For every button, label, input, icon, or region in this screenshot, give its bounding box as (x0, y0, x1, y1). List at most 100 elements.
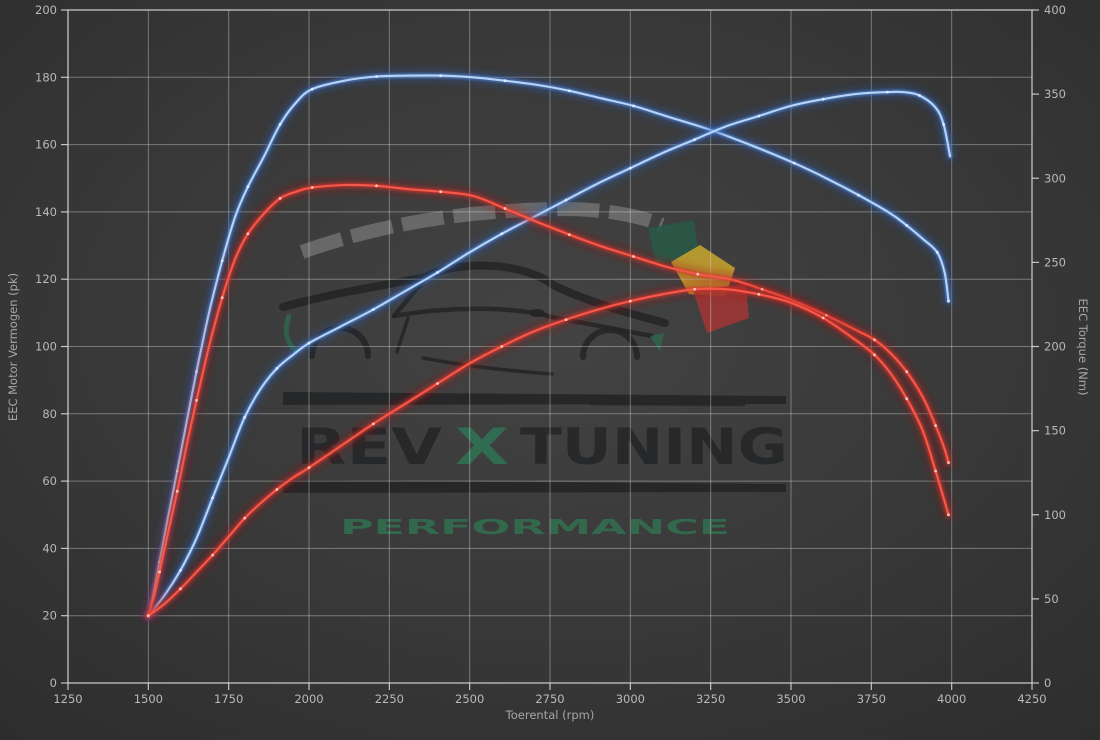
data-point-marker (243, 516, 247, 520)
data-point-marker (918, 94, 921, 97)
x-tick-label: 3500 (776, 692, 805, 706)
x-axis-title: Toerental (rpm) (505, 708, 595, 722)
x-tick-label: 1250 (53, 692, 82, 706)
data-point-marker (503, 79, 507, 83)
left-tick-label: 60 (42, 474, 57, 488)
data-point-marker (696, 272, 700, 276)
data-point-marker (195, 370, 198, 374)
data-point-marker (757, 292, 761, 296)
data-point-marker (628, 166, 632, 170)
data-point-marker (220, 296, 224, 300)
data-point-marker (375, 184, 378, 188)
x-tick-label: 1500 (134, 692, 163, 706)
right-tick-label: 200 (1044, 340, 1066, 354)
data-point-marker (792, 161, 796, 165)
x-tick-label: 3750 (857, 692, 886, 706)
right-tick-label: 350 (1044, 87, 1066, 101)
data-point-marker (757, 114, 761, 118)
data-point-marker (246, 232, 250, 236)
x-tick-label: 2750 (535, 692, 564, 706)
series-torque-blue (142, 69, 954, 622)
data-point-marker (307, 466, 311, 469)
x-tick-label: 3250 (696, 692, 725, 706)
data-point-marker (500, 345, 504, 348)
series-torque-red (142, 179, 954, 622)
data-point-marker (436, 271, 439, 274)
data-point-marker (246, 185, 250, 189)
brand-text-tuning: TUNING (520, 418, 788, 476)
data-point-marker (220, 259, 224, 263)
data-point-marker (905, 397, 909, 401)
data-point-marker (158, 570, 162, 574)
data-point-marker (310, 87, 314, 91)
data-point-marker (179, 568, 182, 572)
right-tick-label: 0 (1044, 676, 1051, 690)
series-curves (142, 69, 956, 622)
brand-x-icon: X (455, 418, 509, 476)
data-point-marker (371, 422, 375, 426)
data-point-marker (947, 513, 950, 517)
left-tick-label: 80 (42, 407, 57, 421)
data-point-marker (436, 382, 439, 385)
left-tick-label: 140 (35, 205, 57, 219)
data-point-marker (439, 190, 443, 194)
data-point-marker (905, 224, 909, 227)
x-tick-label: 2250 (375, 692, 404, 706)
data-point-marker (628, 299, 632, 303)
axis-tick-labels: 1250 1500 1750 2000 2250 2500 2750 3000 3250 3500… (35, 3, 1066, 706)
right-tick-label: 100 (1044, 508, 1066, 522)
data-point-marker (567, 233, 571, 237)
brand-bar-bottom (283, 480, 786, 493)
data-point-marker (275, 367, 279, 370)
data-point-marker (371, 308, 375, 311)
x-tick-label: 2500 (455, 692, 484, 706)
left-axis-title: EEC Motor Vermogen (pk) (6, 273, 20, 421)
data-point-marker (278, 197, 282, 200)
left-tick-label: 20 (42, 609, 57, 623)
data-point-marker (821, 316, 825, 320)
data-point-marker (905, 370, 909, 374)
right-tick-label: 400 (1044, 3, 1066, 17)
series-power-blue (142, 86, 956, 622)
curve-core (147, 287, 950, 617)
data-point-marker (947, 299, 950, 303)
x-tick-label: 4250 (1017, 692, 1046, 706)
left-tick-label: 160 (35, 138, 57, 152)
data-point-marker (935, 250, 939, 254)
right-tick-label: 250 (1044, 255, 1066, 269)
emblem-red-shape (693, 284, 749, 333)
data-point-marker (243, 415, 247, 419)
left-tick-label: 180 (35, 70, 57, 84)
data-point-marker (310, 186, 314, 189)
left-tick-label: 200 (35, 3, 57, 17)
right-tick-label: 50 (1044, 592, 1059, 606)
data-point-marker (934, 424, 937, 427)
data-point-marker (307, 341, 311, 345)
data-point-marker (873, 338, 876, 342)
data-point-marker (175, 489, 179, 493)
curve-core (147, 90, 952, 617)
x-tick-label: 4000 (937, 692, 966, 706)
left-tick-label: 0 (50, 676, 57, 690)
data-point-marker (211, 553, 215, 557)
data-point-marker (179, 587, 182, 591)
data-point-marker (942, 123, 945, 126)
data-point-marker (632, 104, 635, 108)
data-point-marker (934, 469, 937, 473)
x-tick-label: 1750 (214, 692, 243, 706)
data-point-marker (857, 193, 860, 197)
data-point-marker (275, 488, 279, 491)
data-point-marker (564, 198, 568, 202)
axis-ticks (61, 9, 1039, 690)
data-point-marker (567, 89, 571, 93)
performance-text: PERFORMANCE (340, 515, 730, 539)
curve-core (147, 183, 950, 617)
series-power-red (142, 283, 954, 622)
data-point-marker (278, 123, 282, 126)
data-point-marker (211, 496, 215, 500)
data-point-marker (146, 614, 150, 618)
data-point-marker (439, 74, 443, 77)
data-point-marker (500, 232, 504, 236)
